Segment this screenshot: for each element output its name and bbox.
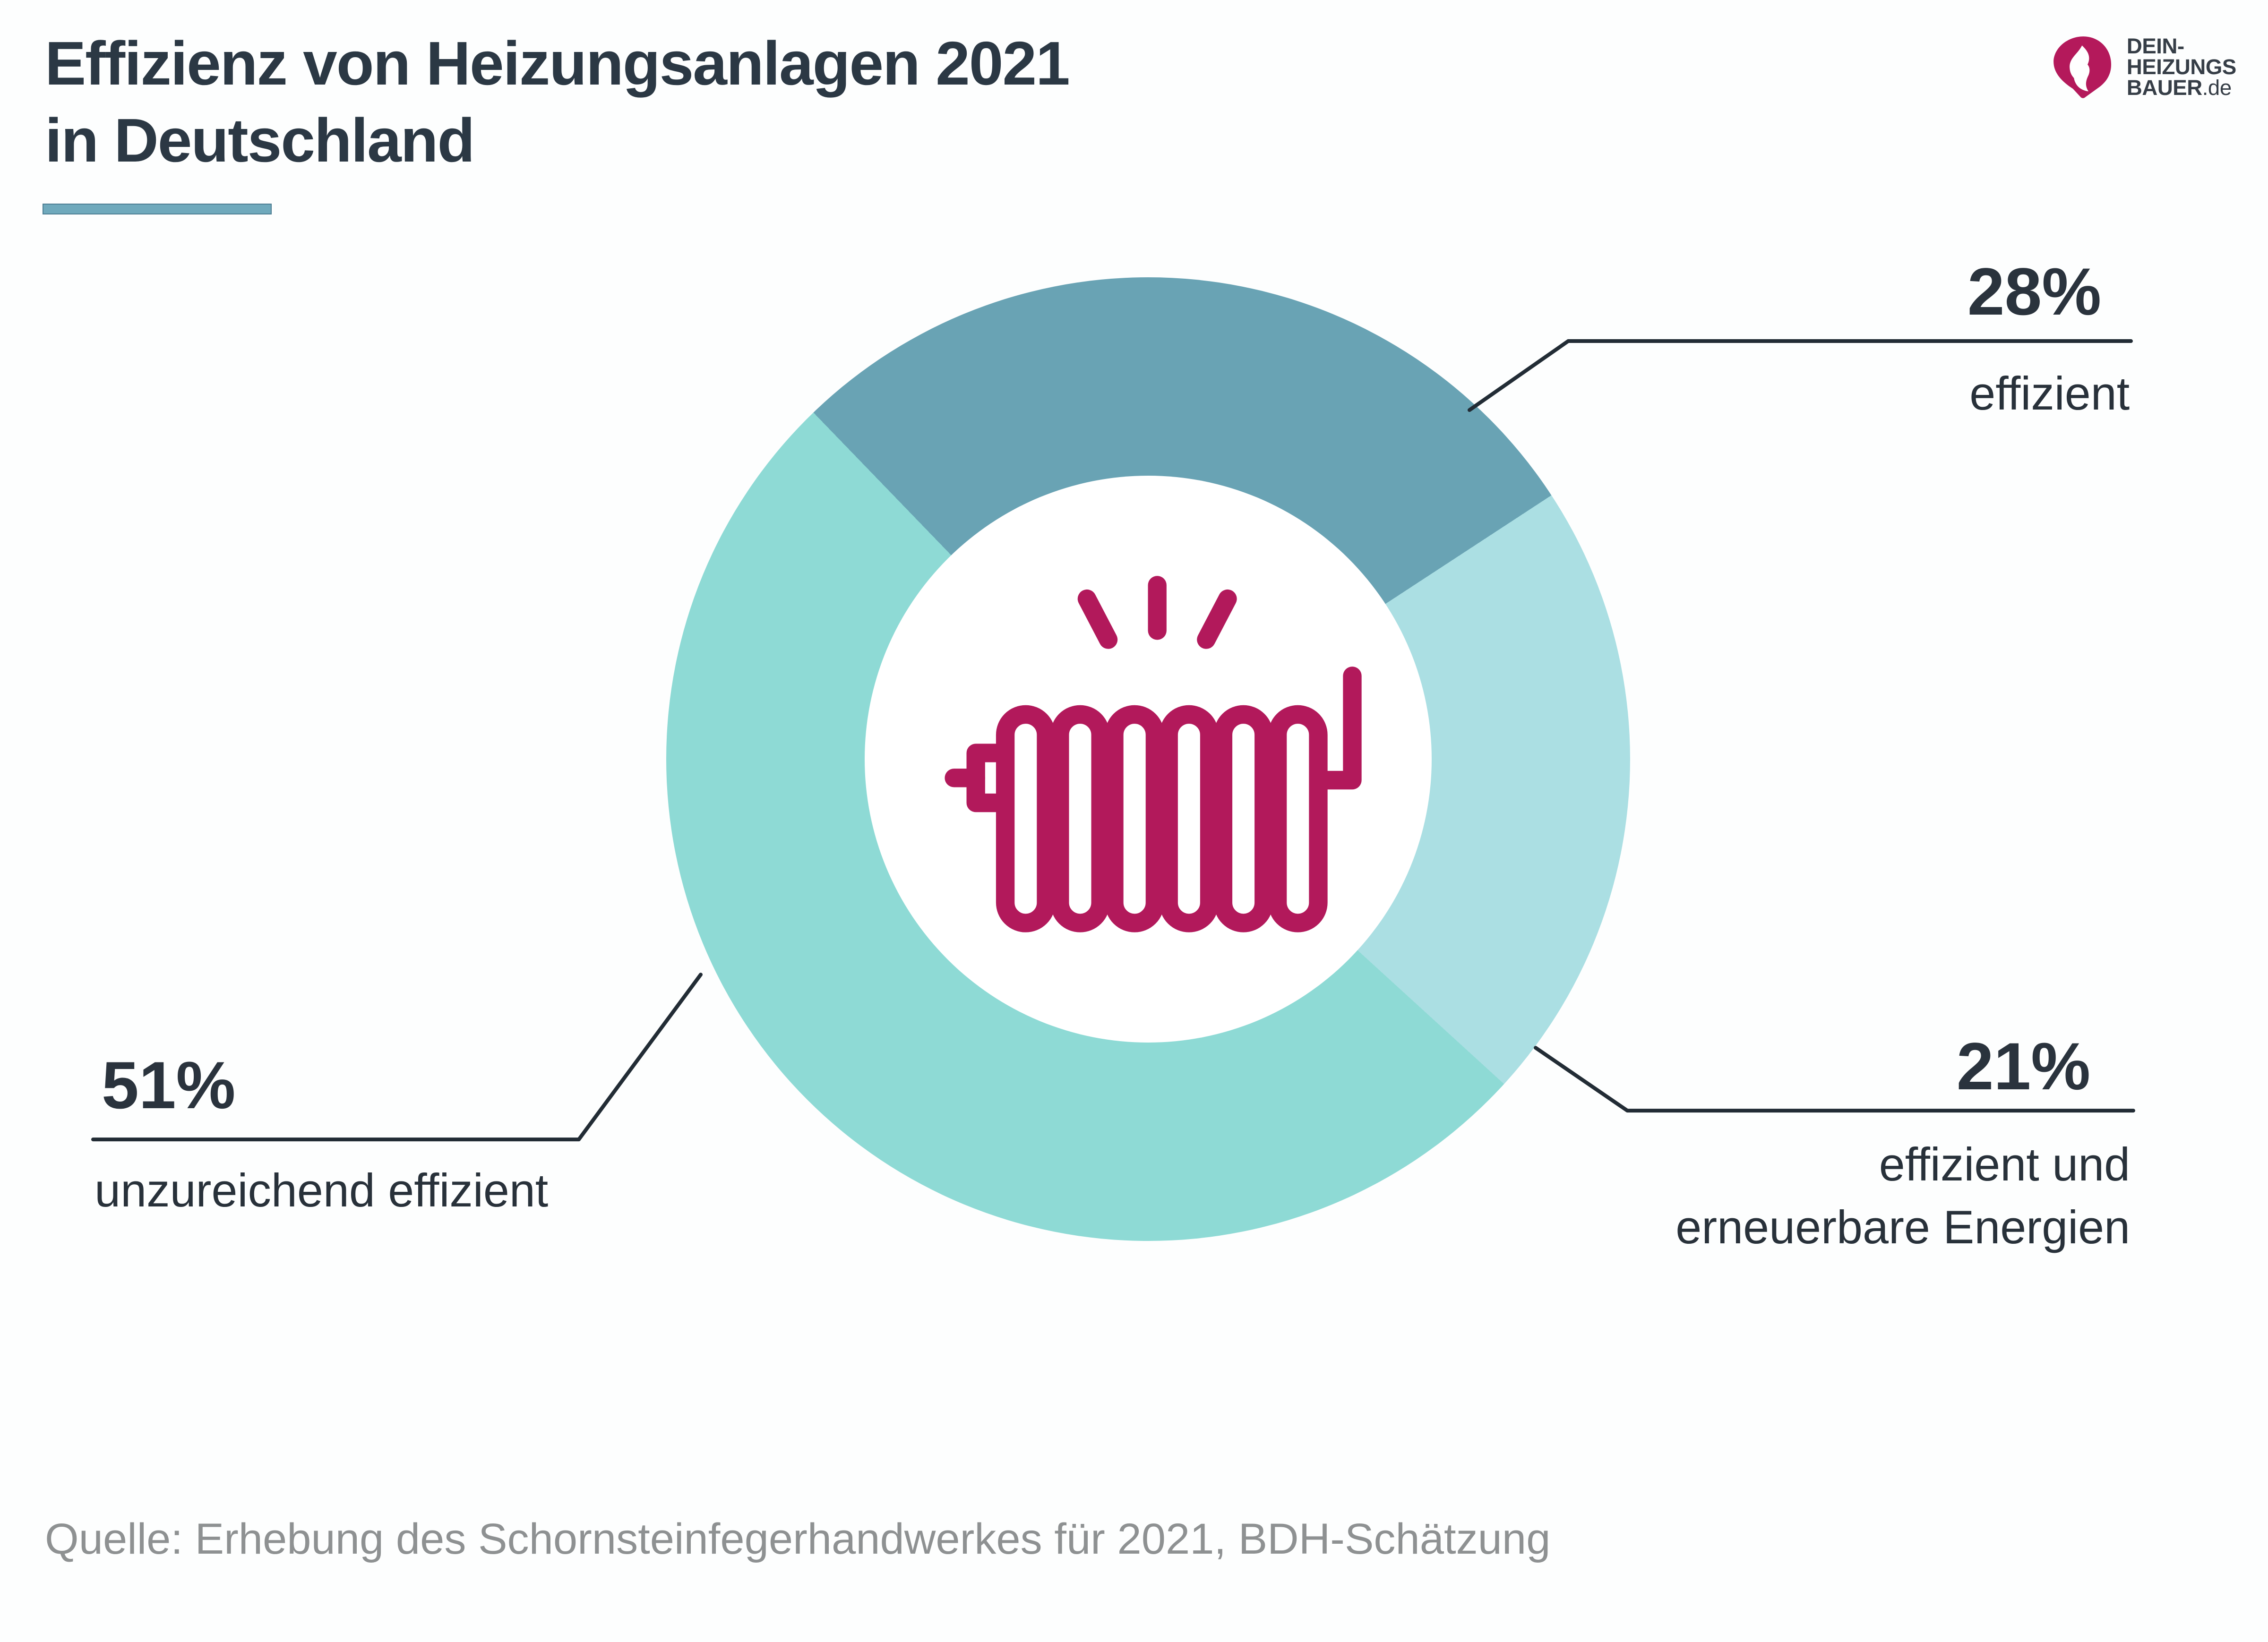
percent-effizient: 28% xyxy=(1967,255,2102,330)
page-title-line1: Effizienz von Heizungsanlagen 2021 xyxy=(45,28,1070,98)
page-title-line2: in Deutschland xyxy=(45,106,475,175)
brand-logo-text: DEIN- HEIZUNGS BAUER.de xyxy=(2127,32,2236,98)
brand-logo-line3: BAUER.de xyxy=(2126,76,2232,100)
brand-logo: DEIN- HEIZUNGS BAUER.de xyxy=(2050,32,2236,101)
flame-icon xyxy=(2053,36,2111,98)
percent-unzureichend: 51% xyxy=(102,1048,236,1123)
connector-51 xyxy=(91,973,703,1142)
title-underline-bar xyxy=(43,204,272,214)
label-effizient: effizient xyxy=(1969,367,2130,419)
brand-logo-line1: DEIN- xyxy=(2126,34,2184,58)
heat-ray-left xyxy=(1077,589,1118,649)
percent-effizient-erneuerbar: 21% xyxy=(1956,1029,2091,1104)
page-title: Effizienz von Heizungsanlagen 2021 in Deu… xyxy=(45,25,1070,179)
radiator-right-pipe xyxy=(1318,666,1362,789)
heat-ray-right xyxy=(1197,589,1237,649)
radiator-icon xyxy=(945,575,1362,932)
connector-28 xyxy=(1468,339,2133,412)
label-effizient-erneuerbar: effizient und erneuerbare Energien xyxy=(1675,1137,2131,1254)
label-unzureichend: unzureichend effizient xyxy=(94,1163,549,1216)
connector-21 xyxy=(1534,1046,2135,1113)
source-note: Quelle: Erhebung des Schornsteinfegerhan… xyxy=(45,1514,1551,1563)
brand-logo-line2: HEIZUNGS xyxy=(2126,54,2236,79)
